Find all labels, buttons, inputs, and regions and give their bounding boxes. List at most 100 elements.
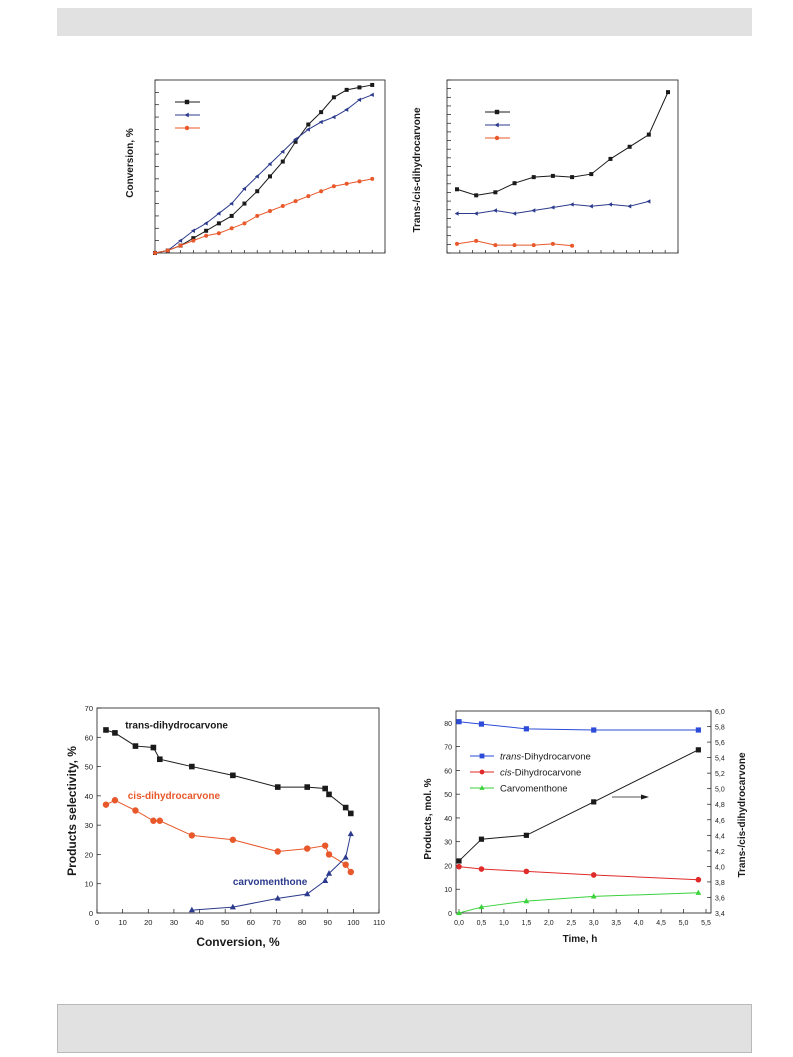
data-point (478, 721, 485, 727)
y-tick-label: 50 (444, 792, 452, 799)
data-point (267, 161, 272, 167)
data-point (322, 785, 328, 792)
data-point (492, 208, 497, 213)
y-tick-label: 20 (444, 863, 452, 870)
x-tick-label: 4,0 (634, 920, 644, 927)
x-tick-label: 0,0 (454, 920, 464, 927)
data-point (454, 211, 459, 216)
legend-marker (184, 112, 189, 118)
data-point (342, 804, 349, 811)
data-point (322, 877, 329, 884)
data-point (608, 202, 613, 207)
y-tick-label: 60 (85, 733, 93, 742)
data-point (255, 189, 260, 194)
data-point (627, 204, 632, 209)
y2-tick-label: 5,2 (715, 771, 725, 778)
data-point (156, 817, 164, 824)
data-point (357, 97, 362, 102)
chart-ratio: Trans-/cis-dihydrocarvone (412, 79, 679, 254)
y-tick-label: 0 (448, 911, 452, 918)
data-point (103, 727, 109, 733)
data-point (478, 836, 485, 842)
plot-frame (446, 79, 679, 254)
data-point (646, 132, 651, 137)
data-point (216, 211, 221, 216)
y2-tick-label: 3,8 (715, 880, 725, 887)
legend-marker (479, 769, 485, 775)
data-point (150, 817, 157, 824)
x-tick-label: 100 (347, 918, 360, 927)
ylabel-d: Products, mol. % (423, 778, 434, 859)
data-point (293, 137, 298, 142)
data-point (474, 193, 479, 198)
chart-selectivity: Conversion, % Products selectivity, % 0 1… (65, 704, 385, 949)
data-point (255, 213, 260, 218)
data-point (304, 890, 311, 897)
x-tick-label: 0,5 (477, 920, 487, 927)
data-point (347, 868, 354, 876)
data-point (493, 243, 498, 248)
data-point (473, 211, 478, 216)
data-point (344, 87, 349, 92)
data-point (268, 208, 272, 213)
data-point (216, 221, 221, 226)
data-point (455, 241, 459, 246)
x-tick-label: 3,5 (611, 920, 621, 927)
series-line (154, 94, 373, 254)
data-point (191, 236, 196, 241)
y2-tick-label: 4,4 (715, 833, 725, 840)
data-point (178, 243, 183, 248)
data-point (646, 199, 651, 204)
x-tick-label: 50 (221, 918, 229, 927)
data-point (456, 863, 462, 870)
series-line (458, 892, 699, 914)
ylabel-c: Products selectivity, % (65, 746, 79, 876)
data-point (318, 119, 323, 125)
legend-label: trans-Dihydrocarvone (500, 752, 591, 763)
data-point (589, 172, 594, 177)
data-point (280, 204, 285, 209)
data-point (347, 830, 354, 837)
y2label-d: Trans-/cis-dihydrocarvone (737, 752, 748, 877)
data-point (242, 221, 247, 226)
y2-tick-label: 3,4 (715, 911, 725, 918)
data-point (102, 801, 110, 808)
header-band (57, 8, 752, 36)
data-point (304, 784, 311, 790)
y2-tick-label: 5,0 (715, 787, 725, 794)
legend-label: cis-Dihydrocarvone (500, 768, 581, 779)
x-tick-label: 1,0 (499, 920, 509, 927)
x-tick-label: 20 (144, 918, 152, 927)
y2-tick-label: 4,8 (715, 802, 725, 809)
y-tick-label: 10 (85, 880, 93, 889)
data-point (254, 174, 259, 179)
data-point (319, 189, 324, 194)
data-point (627, 144, 632, 149)
ylabel-a: Conversion, % (125, 128, 136, 198)
series-line (458, 866, 699, 881)
series-line (458, 721, 699, 731)
data-point (274, 848, 281, 855)
plot-frame (455, 710, 712, 914)
data-point (369, 92, 374, 98)
data-point (229, 201, 234, 206)
y2-tick-label: 6,0 (715, 709, 725, 716)
y-tick-label: 10 (444, 887, 452, 894)
y2-tick-label: 5,8 (715, 725, 725, 732)
data-point (550, 205, 555, 210)
series-label: trans-dihydrocarvone (125, 721, 228, 732)
x-tick-label: 2,5 (566, 920, 576, 927)
data-point (331, 95, 336, 100)
data-point (478, 866, 485, 872)
data-point (523, 868, 530, 875)
x-tick-label: 110 (373, 918, 385, 927)
data-point (331, 114, 336, 120)
data-point (178, 238, 183, 243)
data-point (695, 727, 701, 733)
series-line (154, 178, 373, 254)
x-tick-label: 1,5 (521, 920, 531, 927)
x-tick-label: 40 (195, 918, 203, 927)
data-point (132, 807, 139, 814)
data-point (344, 107, 349, 112)
